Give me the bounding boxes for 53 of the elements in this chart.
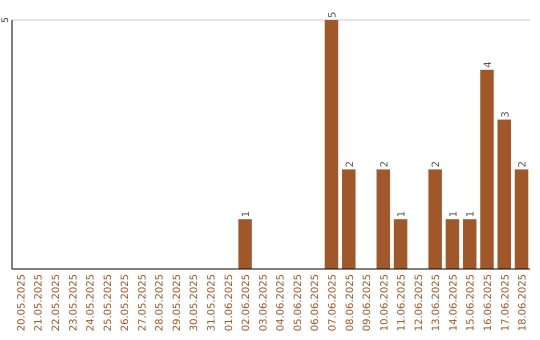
x-tick-label: 01.06.2025	[224, 274, 235, 332]
x-tick-label: 28.05.2025	[154, 274, 166, 332]
x-tick-label: 22.05.2025	[51, 274, 62, 332]
x-tick-label: 07.06.2025	[327, 274, 338, 332]
x-tick-label: 13.06.2025	[431, 274, 442, 332]
x-tick-label: 23.05.2025	[68, 274, 80, 332]
x-tick-label: 26.05.2025	[120, 274, 132, 332]
x-tick-label: 06.06.2025	[310, 274, 322, 332]
x-tick-label: 20.05.2025	[16, 274, 28, 332]
bar	[480, 70, 494, 269]
x-tick-label: 09.06.2025	[362, 274, 374, 332]
bar	[342, 169, 356, 269]
bar	[324, 20, 338, 269]
data-label: 1	[396, 210, 408, 218]
x-tick-label: 08.06.2025	[344, 274, 356, 332]
x-tick-label: 14.06.2025	[448, 274, 460, 332]
x-tick-label: 16.06.2025	[482, 274, 494, 332]
bar	[238, 219, 252, 269]
x-tick-label: 05.06.2025	[292, 274, 304, 332]
x-tick-label: 31.05.2025	[206, 274, 218, 332]
bar	[462, 219, 476, 269]
data-label: 4	[482, 61, 494, 68]
x-tick-label: 03.06.2025	[258, 274, 270, 332]
data-label: 2	[379, 161, 390, 168]
ref-line-label: 5	[1, 17, 11, 23]
x-tick-label: 27.05.2025	[137, 274, 148, 332]
data-label: 2	[344, 161, 356, 168]
data-label: 1	[448, 210, 460, 218]
x-tick-label: 30.05.2025	[189, 274, 200, 332]
data-label: 3	[500, 111, 512, 118]
x-tick-label: 04.06.2025	[276, 274, 287, 332]
x-tick-label: 10.06.2025	[379, 274, 390, 332]
x-tick-label: 11.06.2025	[396, 274, 408, 332]
data-label: 2	[518, 161, 529, 168]
bar	[394, 219, 408, 269]
bar	[514, 169, 528, 269]
data-label: 1	[241, 210, 252, 218]
x-tick-label: 25.05.2025	[102, 274, 114, 332]
data-label: 2	[431, 161, 442, 168]
x-tick-label: 15.06.2025	[466, 274, 477, 332]
x-tick-label: 17.06.2025	[500, 274, 512, 332]
data-label: 5	[327, 12, 338, 18]
bar	[428, 169, 442, 269]
bar	[446, 219, 460, 269]
x-tick-label: 18.06.2025	[518, 274, 529, 332]
bar	[376, 169, 390, 269]
x-tick-label: 21.05.2025	[34, 274, 45, 332]
x-tick-label: 02.06.2025	[241, 274, 252, 332]
x-tick-label: 29.05.2025	[172, 274, 183, 332]
x-tick-label: 24.05.2025	[86, 274, 97, 332]
x-tick-label: 12.06.2025	[414, 274, 425, 332]
bar	[498, 120, 511, 269]
data-label: 1	[466, 210, 477, 218]
